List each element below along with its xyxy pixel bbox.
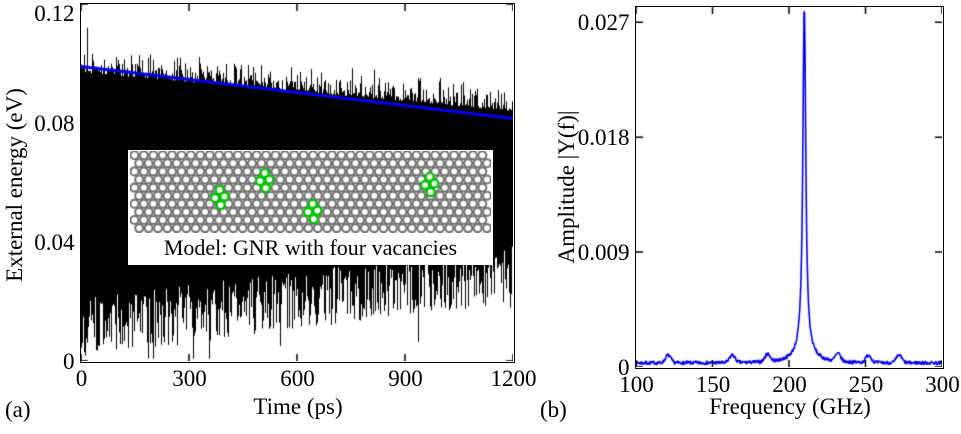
x-axis-label-a: Time (ps)	[253, 394, 343, 419]
inset-gnr-model: Model: GNR with four vacancies	[128, 150, 493, 265]
fft-spectrum-chart	[636, 7, 942, 367]
b-y-tick-label: 0	[618, 354, 630, 380]
a-x-tick-label: 0	[75, 365, 88, 391]
b-x-tick-label: 100	[619, 371, 654, 397]
a-y-tick-label: 0.08	[34, 110, 75, 136]
a-y-tick-label: 0.04	[34, 229, 75, 255]
gnr-lattice-image	[130, 151, 491, 233]
a-y-tick-label: 0.12	[34, 1, 75, 26]
a-y-tick-label: 0	[63, 348, 75, 374]
y-axis-label-b: Amplitude |Y(f)|	[554, 110, 579, 264]
b-x-tick-label: 150	[695, 371, 731, 397]
b-x-tick-label: 200	[772, 371, 807, 397]
b-y-tick-label: 0.018	[577, 124, 630, 150]
b-y-tick-label: 0.009	[577, 239, 630, 265]
a-x-tick-label: 1200	[490, 365, 537, 391]
plot-area-b	[635, 6, 944, 369]
a-x-tick-label: 900	[388, 365, 423, 391]
a-x-tick-label: 600	[280, 365, 315, 391]
b-x-tick-label: 300	[925, 371, 960, 397]
panel-tag-a: (a)	[5, 397, 31, 422]
x-axis-label-b: Frequency (GHz)	[709, 394, 871, 419]
a-x-tick-label: 300	[172, 365, 207, 391]
b-y-tick-label: 0.027	[577, 9, 630, 35]
b-x-tick-label: 250	[848, 371, 884, 397]
inset-caption: Model: GNR with four vacancies	[163, 235, 458, 260]
y-axis-label-a: External energy (eV)	[2, 88, 27, 282]
panel-tag-b: (b)	[540, 397, 567, 422]
